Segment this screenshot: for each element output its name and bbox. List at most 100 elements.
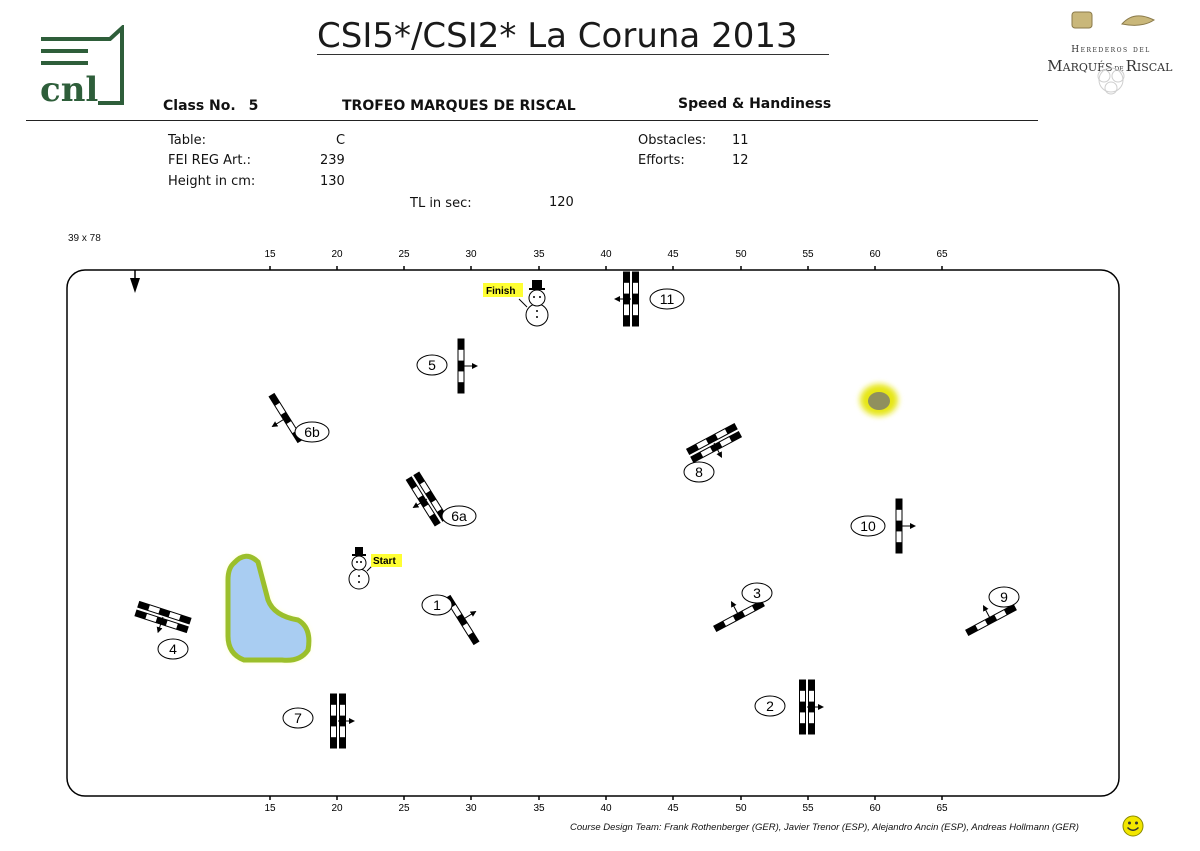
obstacle-9: 9 [965, 586, 1020, 637]
top-tick-label: 65 [936, 249, 948, 260]
finish-label: Finish [486, 286, 515, 297]
class-label-line: Class No. 5 [163, 98, 258, 114]
obstacle-number-badge [741, 582, 773, 604]
bottom-tick-label: 45 [667, 803, 679, 814]
fence-icon [134, 600, 192, 634]
fei-label: FEI REG Art.: [168, 153, 251, 168]
tl-label: TL in sec: [410, 196, 472, 211]
class-number: 5 [248, 98, 259, 114]
event-title: CSI5*/CSI2* La Coruna 2013 [317, 16, 798, 56]
fence-icon [444, 594, 480, 646]
fence-icon [405, 471, 449, 527]
obstacle-number: 11 [660, 291, 675, 307]
obstacle-number-badge [850, 515, 886, 537]
title-underline [317, 54, 829, 55]
bottom-tick-label: 20 [331, 803, 343, 814]
obstacle-number-badge [683, 461, 715, 483]
sponsor-line1: Herederos del [1071, 45, 1150, 55]
obstacles-label: Obstacles: [638, 133, 707, 148]
obstacle-number: 9 [1000, 589, 1008, 605]
obstacle-3: 3 [713, 582, 773, 633]
obstacle-number: 8 [695, 464, 703, 480]
height-label: Height in cm: [168, 174, 256, 189]
top-tick-label: 35 [533, 249, 545, 260]
cnl-logo: cnl [40, 25, 124, 107]
obstacles-value: 11 [732, 133, 749, 148]
obstacle-6a: 6a [405, 471, 477, 527]
obstacle-number-badge [754, 695, 786, 717]
height-value: 130 [320, 174, 345, 189]
smiley-icon [1122, 815, 1144, 837]
sponsor-line2a: Marqués [1047, 57, 1112, 75]
obstacle-number-badge [282, 707, 314, 729]
class-type: Speed & Handiness [678, 96, 832, 112]
sponsor-logo: Herederos del Marqués de Riscal [1047, 11, 1174, 95]
efforts-label: Efforts: [638, 153, 685, 168]
arena-size: 39 x 78 [68, 233, 101, 244]
tl-value: 120 [549, 195, 574, 210]
top-tick-label: 55 [802, 249, 814, 260]
obstacle-number-badge [157, 638, 189, 660]
bottom-tick-label: 60 [869, 803, 881, 814]
obstacle-8: 8 [683, 423, 743, 483]
fence-icon [965, 603, 1017, 637]
obstacles-layer: 1 2 3 4 5 6a 6b 7 8 9 10 11 [134, 271, 1020, 749]
obstacle-number-badge [416, 354, 448, 376]
start-snowman-icon [348, 547, 374, 590]
obstacle-number-badge [649, 288, 685, 310]
water-jump [225, 553, 312, 663]
obstacle-6b: 6b [268, 392, 330, 444]
bottom-tick-label: 65 [936, 803, 948, 814]
fence-icon [685, 423, 743, 463]
efforts-value: 12 [732, 153, 749, 168]
fei-value: 239 [320, 153, 345, 168]
start-highlight [371, 554, 402, 567]
obstacle-number: 3 [753, 585, 761, 601]
bush-icon [860, 384, 898, 416]
bottom-tick-label: 55 [802, 803, 814, 814]
fence-icon [799, 679, 824, 735]
bottom-scale: 15 20 25 30 35 40 45 50 55 60 65 [264, 796, 948, 814]
fence-icon [457, 338, 478, 394]
sponsor-mesh-icon [1097, 67, 1125, 95]
obstacle-number: 7 [294, 710, 302, 726]
top-tick-label: 20 [331, 249, 343, 260]
top-scale: 15 20 25 30 35 40 45 50 55 60 65 [264, 249, 948, 270]
top-tick-label: 60 [869, 249, 881, 260]
bottom-tick-label: 25 [398, 803, 410, 814]
obstacle-number-badge [421, 594, 453, 616]
start-label: Start [373, 556, 396, 567]
top-tick-label: 15 [264, 249, 276, 260]
finish-highlight [483, 283, 523, 297]
top-tick-label: 30 [465, 249, 477, 260]
obstacle-number: 6b [304, 424, 320, 440]
entry-arrow-icon [130, 270, 140, 293]
top-tick-label: 45 [667, 249, 679, 260]
fence-icon [895, 498, 916, 554]
obstacle-number: 6a [451, 508, 467, 524]
bottom-tick-label: 50 [735, 803, 747, 814]
bottom-tick-label: 35 [533, 803, 545, 814]
table-label: Table: [168, 133, 206, 148]
logo-text: cnl [40, 70, 98, 107]
fence-icon [268, 392, 304, 444]
obstacle-number-badge [294, 421, 330, 443]
header-rule [26, 120, 1038, 121]
obstacle-11: 11 [614, 271, 685, 327]
finish-snowman-icon [518, 280, 549, 327]
class-name: TROFEO MARQUES DE RISCAL [342, 98, 576, 114]
obstacle-number: 4 [169, 641, 177, 657]
bottom-tick-label: 30 [465, 803, 477, 814]
obstacle-number-badge [441, 505, 477, 527]
obstacle-5: 5 [416, 338, 478, 394]
obstacle-4: 4 [134, 600, 192, 660]
crest-icon [1071, 11, 1155, 29]
table-value: C [336, 133, 346, 148]
top-tick-label: 25 [398, 249, 410, 260]
sponsor-line2c: Riscal [1126, 57, 1174, 75]
top-tick-label: 40 [600, 249, 612, 260]
fence-icon [330, 693, 355, 749]
obstacle-number: 10 [860, 518, 876, 534]
arena-boundary [66, 269, 1120, 797]
